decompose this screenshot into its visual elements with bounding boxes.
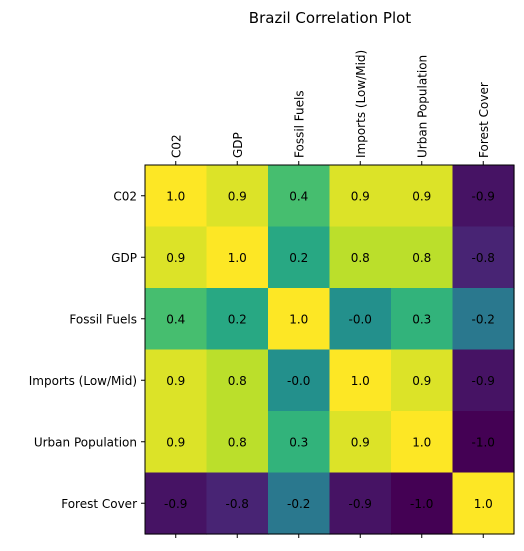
heatmap-cell-label: 0.8 <box>228 374 247 388</box>
heatmap-cell-labels: 1.0 0.9 0.4 0.9 0.9 -0.9 0.9 1.0 0.2 0.8 0.8 -0.8 0.… <box>164 189 495 511</box>
heatmap-cell-label: -1.0 <box>472 435 495 449</box>
heatmap-cell <box>268 226 331 289</box>
heatmap-cell-label: 0.2 <box>228 312 247 326</box>
x-tick-label: GDP <box>231 132 245 158</box>
heatmap-cell-label: 0.9 <box>351 189 370 203</box>
heatmap-cell <box>452 472 515 535</box>
heatmap-cell-label: 0.9 <box>412 189 431 203</box>
heatmap-cell <box>206 226 269 289</box>
y-tick-label: Forest Cover <box>61 497 137 511</box>
heatmap-cell-label: 0.4 <box>289 189 308 203</box>
heatmap-cell <box>391 349 454 412</box>
heatmap-cell-label: 1.0 <box>474 497 493 511</box>
x-axis-ticks: C02 GDP Fossil Fuels Imports (Low/Mid) Urban… <box>169 50 491 538</box>
heatmap-cell <box>268 165 331 228</box>
heatmap-cell <box>206 165 269 228</box>
heatmap-cell <box>206 472 269 535</box>
heatmap-cell-label: -0.8 <box>472 251 495 265</box>
heatmap-cell-label: -0.9 <box>164 497 187 511</box>
heatmap-cell-label: -0.9 <box>349 497 372 511</box>
heatmap-cell-label: 1.0 <box>412 435 431 449</box>
heatmap-cell <box>329 226 392 289</box>
heatmap-cell <box>391 472 454 535</box>
heatmap-cell <box>206 288 269 351</box>
heatmap-cell <box>391 165 454 228</box>
heatmap-cell-label: 1.0 <box>166 189 185 203</box>
plot-frame <box>144 164 515 535</box>
heatmap-cell <box>145 411 208 474</box>
heatmap-cell-label: 0.9 <box>228 189 247 203</box>
heatmap-cells <box>145 165 515 535</box>
x-tick-label: Forest Cover <box>477 82 491 158</box>
y-tick-label: Imports (Low/Mid) <box>29 374 137 388</box>
heatmap-cell-label: -0.9 <box>472 189 495 203</box>
heatmap-cell <box>268 411 331 474</box>
heatmap-cell <box>329 349 392 412</box>
heatmap-cell-label: 0.9 <box>351 435 370 449</box>
heatmap-cell <box>452 288 515 351</box>
heatmap-cell <box>145 165 208 228</box>
heatmap-cell-label: -0.8 <box>226 497 249 511</box>
heatmap-cell <box>452 226 515 289</box>
y-tick-label: GDP <box>111 251 137 265</box>
y-axis-ticks: C02 GDP Fossil Fuels Imports (Low/Mid) Urban… <box>29 189 145 511</box>
chart-title: Brazil Correlation Plot <box>249 9 411 27</box>
heatmap-cell <box>206 349 269 412</box>
heatmap-cell-label: 0.4 <box>166 312 185 326</box>
y-tick-label: Fossil Fuels <box>69 312 137 326</box>
heatmap-cell-label: -0.0 <box>349 312 372 326</box>
heatmap-cell <box>329 472 392 535</box>
x-tick-label: C02 <box>169 134 183 158</box>
heatmap-cell <box>329 288 392 351</box>
heatmap-cell <box>329 411 392 474</box>
heatmap-cell-label: 1.0 <box>228 251 247 265</box>
y-tick-label: C02 <box>113 189 137 203</box>
heatmap-cell-label: 0.9 <box>166 435 185 449</box>
heatmap-cell-label: 0.9 <box>412 374 431 388</box>
heatmap-cell <box>145 349 208 412</box>
heatmap-cell <box>268 472 331 535</box>
heatmap-cell <box>145 226 208 289</box>
heatmap-cell-label: 0.8 <box>351 251 370 265</box>
heatmap-cell-label: 0.8 <box>412 251 431 265</box>
heatmap-cell <box>145 288 208 351</box>
heatmap-cell-label: -0.9 <box>472 374 495 388</box>
heatmap-cell <box>268 349 331 412</box>
x-tick-label: Urban Population <box>415 55 429 158</box>
heatmap-cell <box>452 165 515 228</box>
heatmap-cell-label: -0.2 <box>287 497 310 511</box>
heatmap-cell <box>145 472 208 535</box>
heatmap-cell <box>391 226 454 289</box>
heatmap-cell-label: 0.9 <box>166 251 185 265</box>
heatmap-cell-label: 0.3 <box>412 312 431 326</box>
heatmap-cell <box>391 411 454 474</box>
heatmap-cell <box>329 165 392 228</box>
x-tick-label: Fossil Fuels <box>292 90 306 158</box>
heatmap-cell <box>391 288 454 351</box>
heatmap-cell <box>268 288 331 351</box>
heatmap-cell-label: 0.9 <box>166 374 185 388</box>
heatmap-cell-label: 0.8 <box>228 435 247 449</box>
heatmap-cell-label: 0.3 <box>289 435 308 449</box>
y-tick-label: Urban Population <box>34 435 137 449</box>
heatmap-cell-label: 1.0 <box>351 374 370 388</box>
heatmap-cell <box>452 349 515 412</box>
heatmap-cell-label: 1.0 <box>289 312 308 326</box>
heatmap-cell-label: -0.0 <box>287 374 310 388</box>
heatmap-cell-label: 0.2 <box>289 251 308 265</box>
heatmap-cell <box>452 411 515 474</box>
x-tick-label: Imports (Low/Mid) <box>354 50 368 158</box>
heatmap-cell <box>206 411 269 474</box>
heatmap-cell-label: -1.0 <box>410 497 433 511</box>
heatmap-cell-label: -0.2 <box>472 312 495 326</box>
